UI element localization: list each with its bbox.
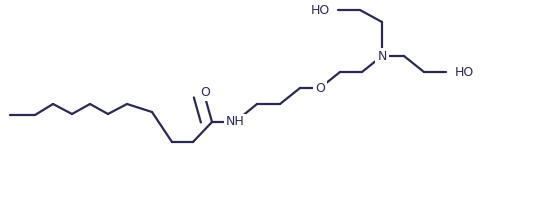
Text: HO: HO [311,3,330,17]
Text: O: O [200,86,210,100]
Text: HO: HO [455,66,474,78]
Text: NH: NH [226,115,244,129]
Text: N: N [377,49,387,63]
Text: O: O [315,81,325,95]
